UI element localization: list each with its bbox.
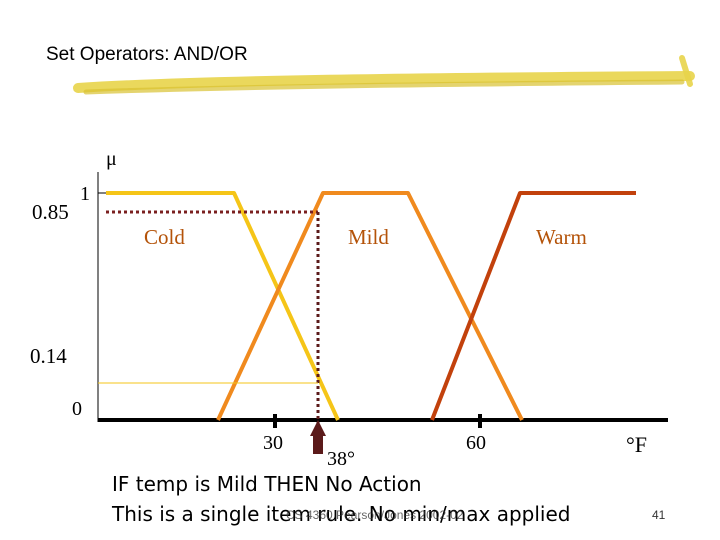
x-label-30: 30 <box>263 432 283 454</box>
page-number: 41 <box>652 508 666 522</box>
cold-membership-curve <box>106 191 340 421</box>
mu-symbol: μ <box>106 148 117 170</box>
warm-label: Warm <box>536 225 587 249</box>
x-unit-label: °F <box>626 432 648 457</box>
y-tick-1: 1 <box>80 183 90 205</box>
slide-footer: CS 4360 Pearson/Jones 2002-02 <box>286 508 464 522</box>
y-tick-0: 0 <box>72 398 82 420</box>
caption-line-1: IF temp is Mild THEN No Action <box>112 472 422 496</box>
caption-line-2: This is a single item rule. No min/max a… <box>112 502 571 526</box>
label-0-14: 0.14 <box>30 344 67 368</box>
slide-title: Set Operators: AND/OR <box>46 44 248 65</box>
input-value-label: 38° <box>327 448 355 470</box>
warm-membership-curve <box>430 191 636 421</box>
x-label-60: 60 <box>466 432 486 454</box>
cold-label: Cold <box>144 225 185 249</box>
mild-membership-curve <box>216 191 524 421</box>
label-0-85: 0.85 <box>32 200 69 224</box>
input-arrow-marker <box>310 420 326 454</box>
mild-label: Mild <box>348 225 389 249</box>
title-underline <box>73 55 695 95</box>
